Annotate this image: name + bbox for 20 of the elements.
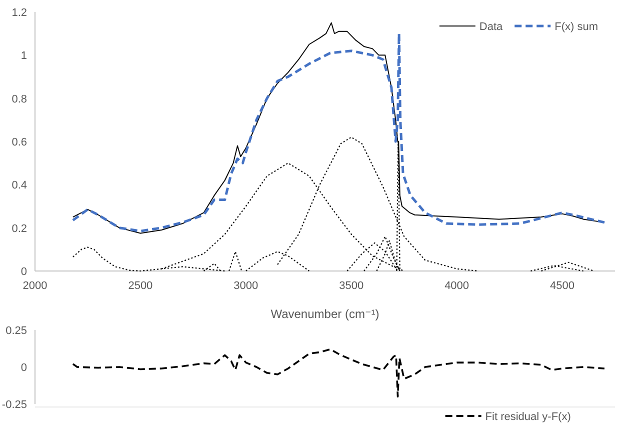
- y-tick-label: -0.25: [2, 399, 27, 411]
- y-tick-label: 1: [20, 50, 27, 62]
- legend-label: Data: [479, 21, 504, 33]
- x-axis-title: Wavenumber (cm⁻¹): [270, 307, 380, 321]
- y-tick-label: 0.25: [6, 325, 27, 337]
- y-tick-label: 0.4: [12, 180, 27, 192]
- y-tick-label: 0: [20, 266, 27, 278]
- x-tick-label: 4000: [444, 280, 470, 292]
- y-tick-label: 1.2: [12, 7, 27, 19]
- y-tick-label: 0.8: [12, 93, 27, 106]
- legend-label: F(x) sum: [554, 21, 598, 33]
- y-tick-label: 0.2: [12, 222, 27, 235]
- x-tick-label: 4500: [550, 280, 575, 292]
- x-tick-label: 2500: [128, 280, 153, 292]
- legend-label: Fit residual y-F(x): [485, 411, 571, 423]
- x-tick-label: 2000: [22, 280, 48, 292]
- y-tick-label: 0: [20, 362, 27, 374]
- x-tick-label: 3000: [234, 280, 258, 292]
- x-tick-label: 3500: [339, 280, 364, 292]
- y-tick-label: 0.6: [12, 136, 27, 148]
